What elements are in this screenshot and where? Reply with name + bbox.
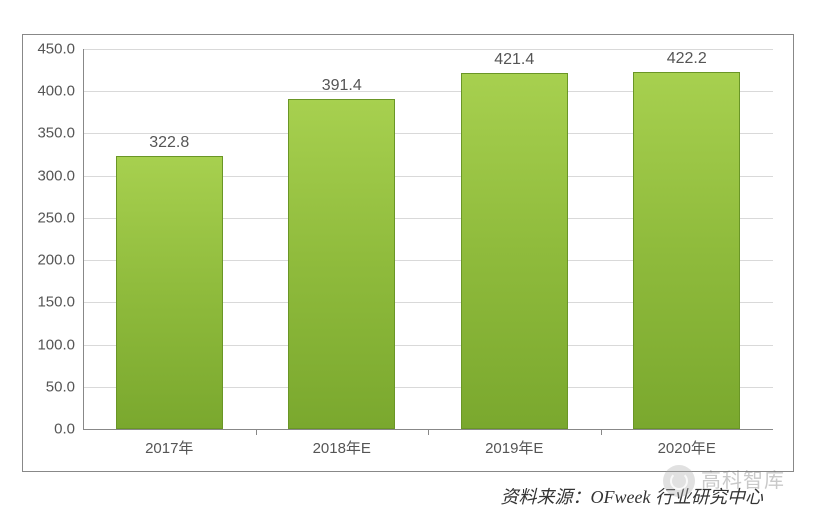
y-tick-label: 400.0 <box>15 83 75 100</box>
bar-fill <box>116 156 223 429</box>
bar-fill <box>288 99 395 430</box>
wechat-logo-icon <box>663 465 695 497</box>
y-tick-label: 250.0 <box>15 209 75 226</box>
y-tick-label: 350.0 <box>15 125 75 142</box>
bar-value-label: 322.8 <box>149 134 189 152</box>
bar: 421.4 <box>461 73 568 429</box>
x-tick <box>601 429 602 435</box>
watermark-text: 高科智库 <box>701 464 785 493</box>
plot-area: 0.050.0100.0150.0200.0250.0300.0350.0400… <box>83 49 773 429</box>
x-tick-label: 2020年E <box>658 437 716 458</box>
x-tick-label: 2019年E <box>485 437 543 458</box>
chart-frame: 0.050.0100.0150.0200.0250.0300.0350.0400… <box>22 34 794 472</box>
x-tick <box>428 429 429 435</box>
x-tick-label: 2018年E <box>313 437 371 458</box>
bar-value-label: 422.2 <box>667 50 707 68</box>
y-tick-label: 0.0 <box>15 421 75 438</box>
bar-value-label: 421.4 <box>494 51 534 69</box>
y-tick-label: 100.0 <box>15 336 75 353</box>
bar-value-label: 391.4 <box>322 77 362 95</box>
y-tick-label: 50.0 <box>15 378 75 395</box>
bar-fill <box>461 73 568 429</box>
y-tick-label: 300.0 <box>15 167 75 184</box>
x-tick <box>256 429 257 435</box>
bar: 322.8 <box>116 156 223 429</box>
y-axis <box>83 49 84 429</box>
bar: 391.4 <box>288 99 395 430</box>
y-tick-label: 150.0 <box>15 294 75 311</box>
bar-fill <box>633 72 740 429</box>
y-tick-label: 450.0 <box>15 41 75 58</box>
y-tick-label: 200.0 <box>15 252 75 269</box>
bar: 422.2 <box>633 72 740 429</box>
x-tick-label: 2017年 <box>145 437 193 458</box>
